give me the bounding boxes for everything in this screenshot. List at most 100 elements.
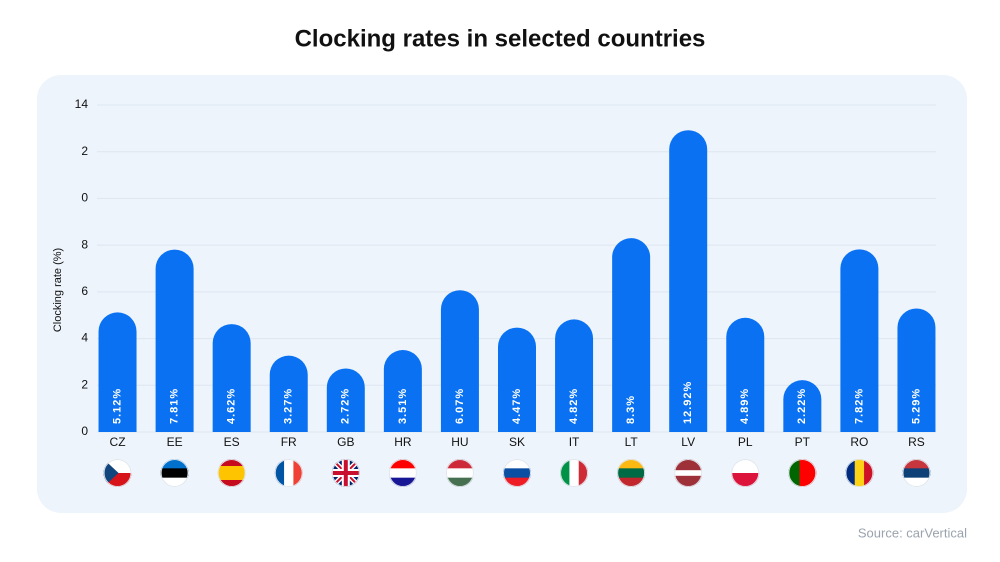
flag-outline [445,459,474,487]
y-tick-label: 2 [81,377,88,391]
flag-part [902,468,931,479]
flag-part [674,470,703,477]
flag [560,459,589,487]
flag-part [284,459,294,487]
flag-part [902,477,931,487]
x-tick-label: EE [167,435,183,449]
flag-part [805,459,812,487]
flag [503,459,531,487]
x-tick-label: RO [850,435,868,449]
x-tick-label: LT [625,435,639,449]
flag [388,459,417,487]
flag-part [445,477,474,487]
chart-title: Clocking rates in selected countries [295,25,706,52]
flag-part [388,477,417,487]
bar [726,317,765,432]
value-label: 12.92% [682,381,694,424]
flag-part [445,468,474,479]
flag [845,459,874,487]
flag [160,459,189,487]
flag-part [160,477,189,487]
bar [440,290,479,432]
bar [783,380,822,432]
flag-part [217,480,246,487]
flag-part [578,459,589,487]
y-axis-label: Clocking rate (%) [52,248,64,332]
bar [897,308,936,432]
value-label: 8.3% [625,395,637,424]
y-tick-label: 2 [81,144,88,158]
x-tick-label: HU [451,435,468,449]
flag [674,459,703,487]
flag-part [674,481,703,487]
x-tick-label: SK [509,435,525,449]
bar [612,238,651,432]
flag [274,459,303,487]
y-tick-label: 4 [81,331,88,345]
bar [555,319,594,432]
flag-outline [274,459,303,487]
flag-part [617,477,646,487]
flag [445,459,474,487]
flag-outline [160,459,189,487]
flag-part [388,468,417,479]
value-label: 4.62% [226,388,238,424]
y-tick-label: 0 [81,424,88,438]
flag-outline [388,459,417,487]
flag-outline [788,459,817,487]
flag-part [810,459,817,487]
value-label: 7.82% [853,388,865,424]
value-label: 2.22% [796,388,808,424]
value-label: 5.12% [111,388,123,424]
x-tick-label: PT [795,435,811,449]
flag-part [793,459,801,487]
value-label: 6.07% [454,388,466,424]
flag-part [854,459,865,487]
flag [788,459,817,487]
flag-part [674,459,703,466]
flag-part [799,459,806,487]
flag [217,459,246,487]
x-tick-label: ES [224,435,240,449]
flag-outline [503,459,531,487]
flag-outline [731,459,760,487]
x-tick-label: HR [394,435,412,449]
value-label: 2.72% [340,388,352,424]
flag [731,459,760,487]
flag-part [902,459,931,469]
bar [498,327,536,432]
flag-part [617,468,646,479]
flag-part [788,459,795,487]
value-label: 4.82% [568,388,580,424]
flag-part [560,459,570,487]
flag-part [569,459,580,487]
value-label: 5.29% [910,388,922,424]
value-label: 4.89% [739,388,751,424]
x-tick-label: GB [337,435,354,449]
flag-part [503,468,531,479]
flag-outline [217,459,246,487]
flag-part [160,468,189,479]
flag [331,459,360,487]
flag-part [293,459,303,487]
flag-part [103,459,119,487]
bar [840,249,879,432]
bar [98,312,137,432]
flag-part [731,459,760,474]
flag-part [503,459,531,469]
flag-part [503,477,531,487]
flag-part [674,464,703,471]
flag-part [845,459,856,487]
flag-outline [674,459,703,487]
flag [617,459,646,487]
flag-part [864,459,874,487]
flag-part [343,459,348,487]
flag-outline [617,459,646,487]
x-tick-label: CZ [110,435,126,449]
value-label: 3.27% [283,388,295,424]
flag-outline [560,459,589,487]
flag-part [617,459,646,469]
flag-part [217,466,246,474]
flag-part [274,459,285,487]
